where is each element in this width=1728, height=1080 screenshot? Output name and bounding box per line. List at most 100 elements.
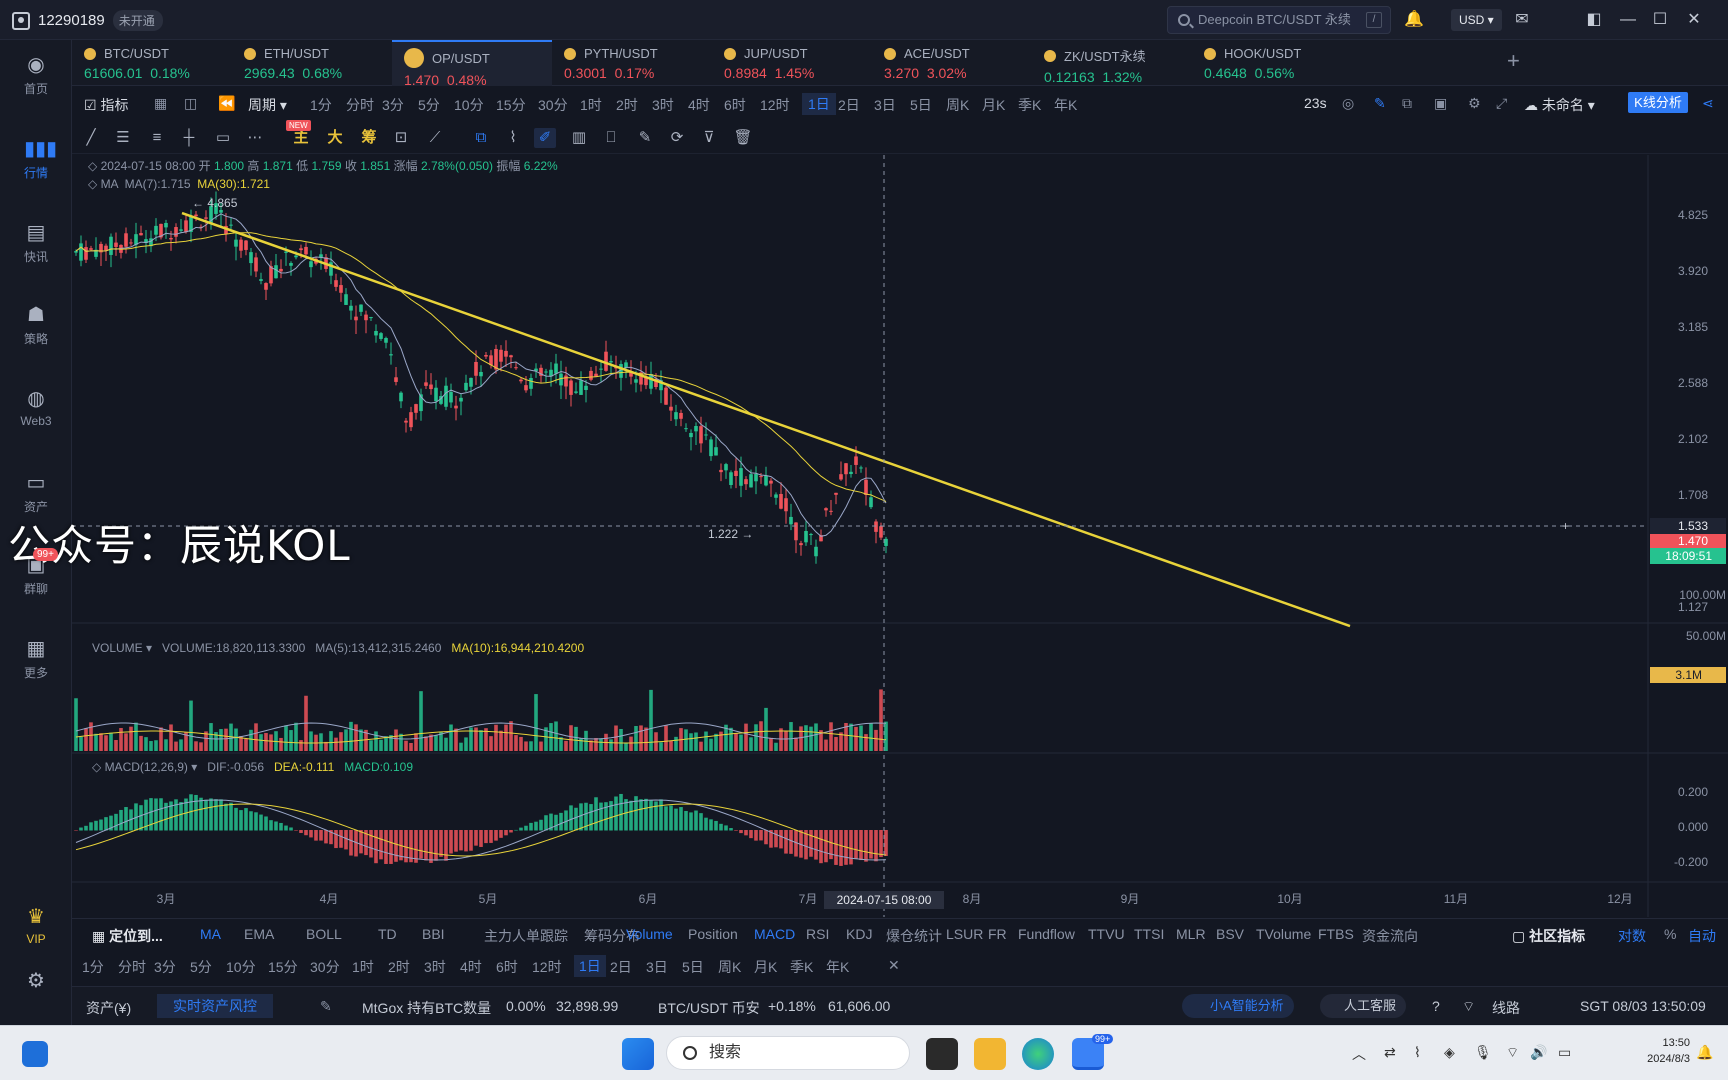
period-option[interactable]: 年K — [1054, 97, 1078, 113]
main-indicator-tab[interactable]: TD — [378, 926, 397, 942]
notification-icon[interactable]: 🔔 — [1696, 1044, 1714, 1060]
period-option[interactable]: 周K — [718, 959, 742, 975]
filter-icon[interactable]: ⊽ — [703, 129, 715, 146]
sub-indicator-tab[interactable]: KDJ — [846, 926, 873, 942]
screenshot-icon[interactable]: ▣ — [1434, 95, 1448, 111]
sidebar-item-home[interactable]: ◉ 首页 — [0, 54, 72, 97]
indicator-button[interactable]: ☑ 指标 — [84, 97, 129, 113]
sidebar-item-vip[interactable]: ♛ VIP — [0, 906, 72, 946]
fullscreen-icon[interactable]: ⤢ — [1496, 95, 1508, 111]
sub-indicator-tab[interactable]: 资金流向 — [1362, 928, 1418, 944]
kline-chart[interactable]: 4.825 3.920 3.185 2.588 2.102 1.708 1.127 ← 4.8… — [72, 155, 1728, 917]
main-indicator-tab[interactable]: 筹码分布 — [584, 928, 640, 944]
window-icon[interactable]: ⧉ — [1402, 95, 1412, 111]
period-option[interactable]: 1分 — [310, 97, 332, 113]
period-dropdown[interactable]: 周期 ▾ — [248, 97, 287, 113]
period-option[interactable]: 4时 — [460, 959, 482, 975]
sidebar-item-news[interactable]: ▤ 快讯 — [0, 222, 72, 265]
layout-icon[interactable]: ◫ — [184, 95, 198, 111]
close-icon[interactable]: ✕ — [1687, 11, 1701, 28]
period-option[interactable]: 10分 — [454, 97, 484, 113]
magnet-icon[interactable]: ⟳ — [670, 129, 684, 146]
big-order-tool[interactable]: 大 — [327, 129, 343, 146]
period-option[interactable]: 12时 — [532, 959, 562, 975]
ticker-tab[interactable]: HOOK/USDT 0.4648 0.56% — [1192, 40, 1352, 86]
main-indicator-tab[interactable]: BBI — [422, 926, 445, 942]
period-option[interactable]: 1时 — [580, 97, 602, 113]
period-option[interactable]: 月K — [982, 97, 1006, 113]
mail-icon[interactable]: ✉ — [1515, 11, 1529, 28]
period-option[interactable]: 3日 — [874, 97, 896, 113]
period-option[interactable]: 6时 — [496, 959, 518, 975]
volume-icon[interactable]: 🔊 — [1530, 1044, 1548, 1060]
ma-name[interactable]: MA — [100, 177, 118, 191]
kline-analysis-button[interactable]: K线分析 — [1628, 92, 1688, 113]
sub-indicator-tab[interactable]: LSUR — [946, 926, 984, 942]
community-indicator-button[interactable]: ▢ 社区指标 — [1512, 928, 1586, 944]
ticker-tab[interactable]: JUP/USDT 0.8984 1.45% — [712, 40, 872, 86]
ticker-tab[interactable]: ETH/USDT 2969.43 0.68% — [232, 40, 392, 86]
copy-icon[interactable]: ⧉ — [475, 129, 487, 146]
period-option[interactable]: 3日 — [646, 959, 668, 975]
microphone-icon[interactable]: 🎙 — [1474, 1044, 1492, 1060]
minimize-icon[interactable]: — — [1620, 11, 1636, 28]
fib-icon[interactable]: ⟋ — [429, 129, 441, 146]
period-option[interactable]: 年K — [826, 959, 850, 975]
period-option[interactable]: 1时 — [352, 959, 374, 975]
add-tab-icon[interactable]: + — [1507, 48, 1520, 73]
search-input[interactable]: Deepcoin BTC/USDT 永续 / — [1167, 6, 1391, 34]
assets-label[interactable]: 资产(¥) — [86, 1000, 132, 1016]
period-option[interactable]: 5分 — [418, 97, 440, 113]
sidebar-item-more[interactable]: ▦ 更多 — [0, 638, 72, 681]
period-option[interactable]: 30分 — [538, 97, 568, 113]
account-status-badge[interactable]: 未开通 — [112, 10, 163, 31]
layout-name-dropdown[interactable]: ☁ 未命名 ▾ — [1524, 97, 1595, 113]
sub-indicator-tab[interactable]: 爆仓统计 — [886, 928, 942, 944]
sidebar-toggle-icon[interactable]: ◧ — [1586, 11, 1602, 28]
period-option[interactable]: 6时 — [724, 97, 746, 113]
edit-status-icon[interactable]: ✎ — [320, 998, 332, 1014]
period-option[interactable]: 2时 — [616, 97, 638, 113]
camera-icon[interactable]: ◎ — [1342, 95, 1355, 111]
customer-service-button[interactable]: 人工客服 — [1320, 994, 1407, 1018]
sub-indicator-tab[interactable]: BSV — [1216, 926, 1245, 942]
file-explorer-icon[interactable] — [974, 1038, 1006, 1070]
period-option[interactable]: 12时 — [760, 97, 790, 113]
sidebar-item-strategy[interactable]: ☗ 策略 — [0, 304, 72, 347]
account-id[interactable]: 12290189 — [38, 12, 105, 29]
ruler-icon[interactable]: ⌇ — [509, 129, 517, 146]
widgets-icon[interactable] — [22, 1041, 48, 1067]
sub-indicator-tab[interactable]: RSI — [806, 926, 830, 942]
auto-scale-button[interactable]: 自动 — [1688, 928, 1716, 944]
period-option[interactable]: 15分 — [496, 97, 526, 113]
period-option[interactable]: 15分 — [268, 959, 298, 975]
period-option[interactable]: 3时 — [652, 97, 674, 113]
bell-icon[interactable]: 🔔 — [1404, 11, 1424, 28]
line-label[interactable]: 线路 — [1492, 1000, 1520, 1016]
period-option[interactable]: 3分 — [154, 959, 176, 975]
main-indicator-tab[interactable]: BOLL — [306, 926, 342, 942]
sidebar-item-web3[interactable]: ◍ Web3 — [0, 388, 72, 428]
gear-icon[interactable]: ⚙ — [1468, 95, 1481, 111]
ticker-tab[interactable]: ACE/USDT 3.270 3.02% — [872, 40, 1032, 86]
tray-app-icon[interactable]: ⌇ — [1414, 1044, 1421, 1060]
period-option[interactable]: 月K — [754, 959, 778, 975]
main-indicator-tab[interactable]: 主力人单跟踪 — [484, 928, 568, 944]
share-icon[interactable]: ⋖ — [1702, 95, 1714, 111]
period-option[interactable]: 30分 — [310, 959, 340, 975]
period-option[interactable]: 3时 — [424, 959, 446, 975]
locate-button[interactable]: ▦ 定位到... — [92, 928, 163, 944]
period-option[interactable]: 周K — [946, 97, 970, 113]
pen-icon[interactable]: ✎ — [1374, 95, 1386, 111]
taskbar-clock[interactable]: 13:50 2024/8/3 — [1620, 1035, 1690, 1067]
main-indicator-tab[interactable]: MA — [200, 926, 221, 942]
period-option[interactable]: 分时 — [118, 959, 146, 975]
sidebar-item-assets[interactable]: ▭ 资产 — [0, 472, 72, 515]
log-scale-button[interactable]: 对数 — [1618, 928, 1646, 944]
sidebar-settings[interactable]: ⚙ — [0, 970, 72, 996]
period-option[interactable]: 5分 — [190, 959, 212, 975]
sub-indicator-tab[interactable]: Position — [688, 926, 738, 942]
ticker-tab[interactable]: PYTH/USDT 0.3001 0.17% — [552, 40, 712, 86]
battery-icon[interactable]: ▭ — [1558, 1044, 1572, 1060]
ai-analysis-button[interactable]: 小A智能分析 — [1182, 994, 1294, 1018]
